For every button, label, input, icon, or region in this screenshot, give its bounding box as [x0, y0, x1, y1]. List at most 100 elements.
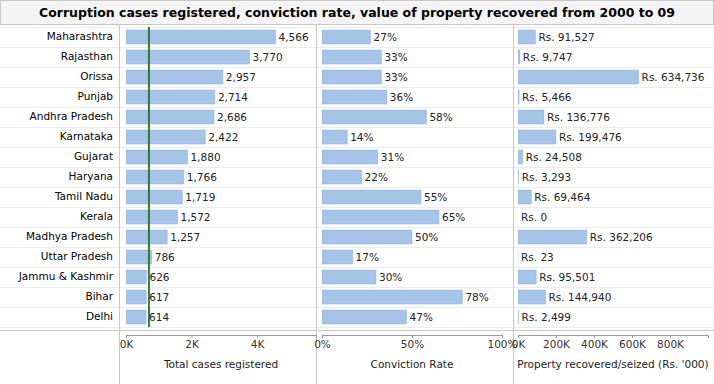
data-label: Rs. 634,736 — [642, 71, 705, 83]
category-tick: Rajasthan — [61, 50, 113, 62]
row-grid — [0, 28, 714, 328]
bar — [518, 210, 519, 224]
tick-label: 0% — [314, 338, 331, 350]
category-label: Rajasthan — [61, 50, 113, 62]
category-axis: MaharashtraRajasthanOrissaPunjabAndhra P… — [18, 30, 114, 322]
category-label: Uttar Pradesh — [41, 250, 113, 262]
data-labels: 27%33%33%36%58%14%31%22%55%65%50%17%30%7… — [350, 31, 489, 323]
data-label: Rs. 24,508 — [526, 151, 582, 163]
plot-area — [518, 30, 639, 324]
bar — [518, 250, 519, 264]
tick: 800K — [657, 335, 685, 350]
data-label: Rs. 3,293 — [522, 171, 572, 183]
tick: 0K — [512, 335, 527, 350]
row-line — [0, 247, 714, 248]
axis-title: Property recovered/seized (Rs. '000) — [517, 358, 708, 370]
data-label: 22% — [365, 171, 388, 183]
bar — [126, 250, 152, 264]
data-label: Rs. 144,940 — [549, 291, 612, 303]
category-tick: Delhi — [86, 310, 113, 322]
bar — [322, 110, 426, 124]
tick-label: 600K — [619, 338, 647, 350]
category-tick: Haryana — [69, 170, 113, 182]
data-label: 3,770 — [253, 51, 283, 63]
category-label: Maharashtra — [47, 30, 113, 42]
tick-label: 4K — [251, 338, 266, 350]
bar — [518, 230, 587, 244]
category-label: Gujarat — [74, 150, 113, 162]
tick: 600K — [619, 335, 647, 350]
title-bar — [1, 1, 714, 25]
x-axis: 0K200K400K600K800K — [512, 335, 709, 350]
row-line — [0, 287, 714, 288]
bar — [126, 270, 147, 284]
bar — [126, 290, 146, 304]
bar — [126, 70, 223, 84]
data-label: 1,766 — [187, 171, 217, 183]
bar — [322, 30, 371, 44]
axis-title: Total cases registered — [163, 358, 278, 370]
row-line — [0, 87, 714, 88]
category-tick: Bihar — [85, 290, 113, 302]
bar — [518, 90, 519, 104]
category-label: Kerala — [80, 210, 113, 222]
x-axis: 0%50%100% — [314, 335, 517, 350]
tick: 4K — [251, 335, 266, 350]
data-label: Rs. 91,527 — [538, 31, 594, 43]
data-label: 1,572 — [180, 211, 210, 223]
data-label: Rs. 0 — [521, 211, 547, 223]
tick-label: 50% — [401, 338, 424, 350]
bar — [518, 190, 531, 204]
data-label: Rs. 9,747 — [523, 51, 573, 63]
category-tick: Jammu & Kashmir — [18, 270, 114, 282]
row-line — [0, 207, 714, 208]
bar — [322, 90, 387, 104]
bar — [322, 250, 353, 264]
category-label: Haryana — [69, 170, 113, 182]
bar — [126, 190, 182, 204]
data-label: Rs. 23 — [521, 251, 554, 263]
data-label: 36% — [390, 91, 413, 103]
bar — [126, 90, 215, 104]
data-labels: 4,5663,7702,9572,7142,6862,4221,8801,766… — [149, 31, 309, 323]
data-label: Rs. 95,501 — [539, 271, 595, 283]
bar — [518, 310, 519, 324]
title: Corruption cases registered, conviction … — [39, 5, 675, 20]
bar — [322, 170, 362, 184]
category-label: Bihar — [85, 290, 113, 302]
data-label: 14% — [350, 131, 373, 143]
tick-label: 0K — [512, 338, 527, 350]
bar — [322, 130, 347, 144]
plot-area — [126, 27, 276, 327]
data-label: 2,422 — [208, 131, 238, 143]
category-tick: Andhra Pradesh — [30, 110, 113, 122]
data-label: Rs. 2,499 — [521, 311, 571, 323]
data-label: 78% — [465, 291, 488, 303]
data-label: Rs. 5,466 — [522, 91, 572, 103]
bar — [518, 270, 536, 284]
row-line — [0, 107, 714, 108]
data-label: 614 — [149, 311, 169, 323]
data-label: 2,686 — [217, 111, 247, 123]
data-label: 33% — [384, 71, 407, 83]
bar — [322, 210, 439, 224]
data-label: 50% — [415, 231, 438, 243]
bar — [322, 190, 421, 204]
bar — [518, 70, 639, 84]
bar — [126, 210, 177, 224]
category-label: Punjab — [78, 90, 114, 102]
category-tick: Kerala — [80, 210, 113, 222]
tick-label: 200K — [543, 338, 571, 350]
bar — [518, 50, 520, 64]
category-tick: Punjab — [78, 90, 114, 102]
bar — [126, 130, 205, 144]
data-label: 58% — [429, 111, 452, 123]
tick: 2K — [185, 335, 200, 350]
data-label: 27% — [374, 31, 397, 43]
bar — [126, 50, 250, 64]
category-tick: Madhya Pradesh — [26, 230, 113, 242]
axis-separator — [0, 330, 714, 331]
tick: 50% — [401, 335, 424, 350]
data-label: 33% — [384, 51, 407, 63]
bar — [518, 30, 535, 44]
